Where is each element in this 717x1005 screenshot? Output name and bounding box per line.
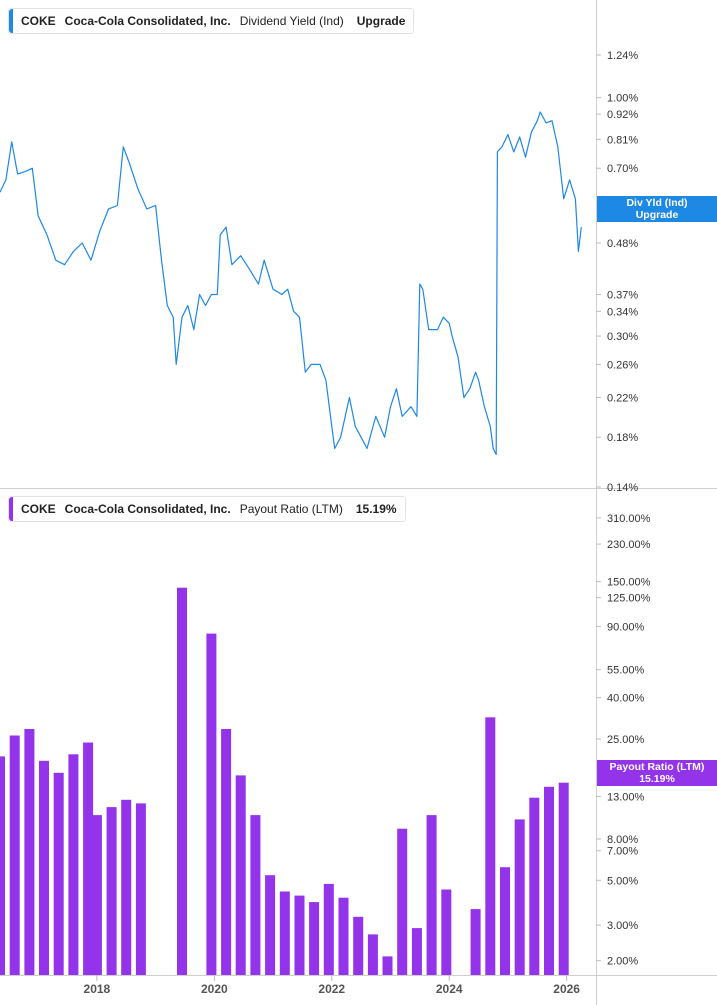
- bottom-y-tick-label: 310.00%: [607, 513, 651, 525]
- payout-ratio-tag: Payout Ratio (LTM) 15.19%: [597, 760, 717, 786]
- bottom-y-tick-label: 125.00%: [607, 593, 651, 605]
- dividend-yield-tag-value: Upgrade: [635, 209, 679, 221]
- top-y-tick-label: 1.00%: [607, 93, 638, 105]
- payout-ratio-bar: [500, 867, 510, 975]
- payout-ratio-bar: [514, 819, 525, 975]
- bottom-y-tick-label: 230.00%: [607, 539, 651, 551]
- top-y-tick-label: 0.22%: [607, 392, 638, 404]
- bottom-y-tick-label: 8.00%: [607, 834, 638, 846]
- bottom-y-tick-label: 3.00%: [607, 920, 638, 932]
- top-legend-upgrade-link[interactable]: Upgrade: [356, 14, 406, 28]
- top-y-tick-label: 0.92%: [607, 109, 638, 121]
- payout-ratio-bar: [235, 775, 246, 975]
- top-y-tick-label: 0.26%: [607, 359, 638, 371]
- payout-ratio-bar: [323, 883, 334, 975]
- bottom-y-tick-label: 7.00%: [607, 846, 638, 858]
- bottom-legend-company: Coca-Cola Consolidated, Inc.: [64, 502, 231, 516]
- dividend-yield-tag[interactable]: Div Yld (Ind) Upgrade: [597, 196, 717, 222]
- bottom-legend-ticker: COKE: [21, 502, 56, 516]
- bottom-legend: COKE Coca-Cola Consolidated, Inc. Payout…: [8, 496, 406, 522]
- bottom-legend-value: 15.19%: [355, 502, 397, 516]
- top-y-tick-label: 0.48%: [607, 238, 638, 250]
- bottom-y-tick-label: 55.00%: [607, 665, 645, 677]
- payout-ratio-bar: [265, 875, 276, 975]
- x-tick-label: 2022: [318, 982, 345, 996]
- x-tick-label: 2020: [201, 982, 228, 996]
- x-axis: 2018 2020 2022 2024 2026: [84, 975, 580, 996]
- payout-ratio-bar: [0, 756, 5, 975]
- payout-ratio-bar: [544, 786, 554, 975]
- payout-ratio-bar: [382, 956, 393, 975]
- dividend-yield-series: [0, 111, 582, 456]
- x-tick-label: 2024: [436, 982, 463, 996]
- top-y-tick-label: 1.24%: [607, 50, 638, 62]
- top-y-tick-label: 0.30%: [607, 331, 638, 343]
- bottom-y-tick-label: 150.00%: [607, 577, 651, 589]
- payout-ratio-bar: [9, 735, 20, 975]
- top-legend-company: Coca-Cola Consolidated, Inc.: [64, 14, 231, 28]
- top-y-tick-label: 0.18%: [607, 432, 638, 444]
- bottom-y-tick-label: 5.00%: [607, 875, 638, 887]
- payout-ratio-tag-title: Payout Ratio (LTM): [609, 761, 705, 773]
- bottom-y-tick-label: 13.00%: [607, 791, 645, 803]
- top-legend-metric: Dividend Yield (Ind): [239, 14, 344, 28]
- x-tick-label: 2018: [84, 982, 111, 996]
- payout-ratio-bar: [121, 799, 132, 975]
- payout-ratio-bar: [53, 772, 64, 975]
- payout-ratio-bar: [367, 934, 378, 975]
- top-legend-ticker: COKE: [21, 14, 56, 28]
- payout-ratio-bar: [397, 828, 408, 975]
- payout-ratio-bar: [106, 807, 117, 975]
- bottom-y-axis: 310.00% 230.00% 150.00% 125.00% 90.00% 55.00%…: [596, 513, 651, 968]
- payout-ratio-bar: [309, 902, 320, 975]
- payout-ratio-bar: [558, 782, 569, 975]
- payout-ratio-bar: [470, 909, 481, 975]
- payout-ratio-bar: [177, 587, 187, 975]
- bottom-y-tick-label: 2.00%: [607, 956, 638, 968]
- payout-ratio-series: [0, 587, 569, 975]
- top-y-tick-label: 0.37%: [607, 290, 638, 302]
- payout-ratio-bar: [353, 916, 364, 975]
- bottom-legend-metric: Payout Ratio (LTM): [239, 502, 343, 516]
- dividend-yield-line: [0, 111, 582, 456]
- payout-ratio-bar: [39, 760, 49, 975]
- payout-ratio-bar: [441, 889, 452, 975]
- top-y-tick-label: 0.34%: [607, 306, 638, 318]
- top-y-tick-label: 0.70%: [607, 163, 638, 175]
- top-y-tick-label: 0.14%: [607, 482, 638, 494]
- top-legend: COKE Coca-Cola Consolidated, Inc. Divide…: [8, 8, 415, 34]
- dividend-yield-tag-title: Div Yld (Ind): [626, 197, 688, 209]
- top-y-tick-label: 0.81%: [607, 134, 638, 146]
- bottom-y-tick-label: 25.00%: [607, 734, 645, 746]
- payout-ratio-bar: [294, 895, 305, 975]
- payout-ratio-bar: [221, 729, 232, 975]
- top-legend-swatch: [9, 9, 13, 33]
- payout-ratio-bar: [485, 717, 496, 975]
- payout-ratio-bar: [83, 742, 94, 975]
- payout-ratio-bar: [411, 928, 422, 975]
- bottom-legend-swatch: [9, 497, 13, 521]
- bottom-y-tick-label: 40.00%: [607, 693, 645, 705]
- bottom-y-tick-label: 90.00%: [607, 621, 645, 633]
- payout-ratio-bar: [529, 797, 540, 975]
- payout-ratio-bar: [91, 815, 102, 975]
- payout-ratio-bar: [135, 803, 146, 975]
- payout-ratio-bar: [279, 891, 290, 975]
- payout-ratio-bar: [206, 633, 217, 975]
- payout-ratio-tag-value: 15.19%: [639, 773, 675, 785]
- payout-ratio-bar: [68, 754, 79, 975]
- payout-ratio-bar: [24, 729, 35, 975]
- top-y-axis: 1.24%1.00%0.92%0.81%0.70%0.59%0.48%0.37%…: [596, 50, 638, 494]
- payout-ratio-bar: [426, 815, 437, 975]
- payout-ratio-bar: [338, 897, 349, 975]
- payout-ratio-bar: [250, 815, 261, 975]
- x-tick-label: 2026: [553, 982, 580, 996]
